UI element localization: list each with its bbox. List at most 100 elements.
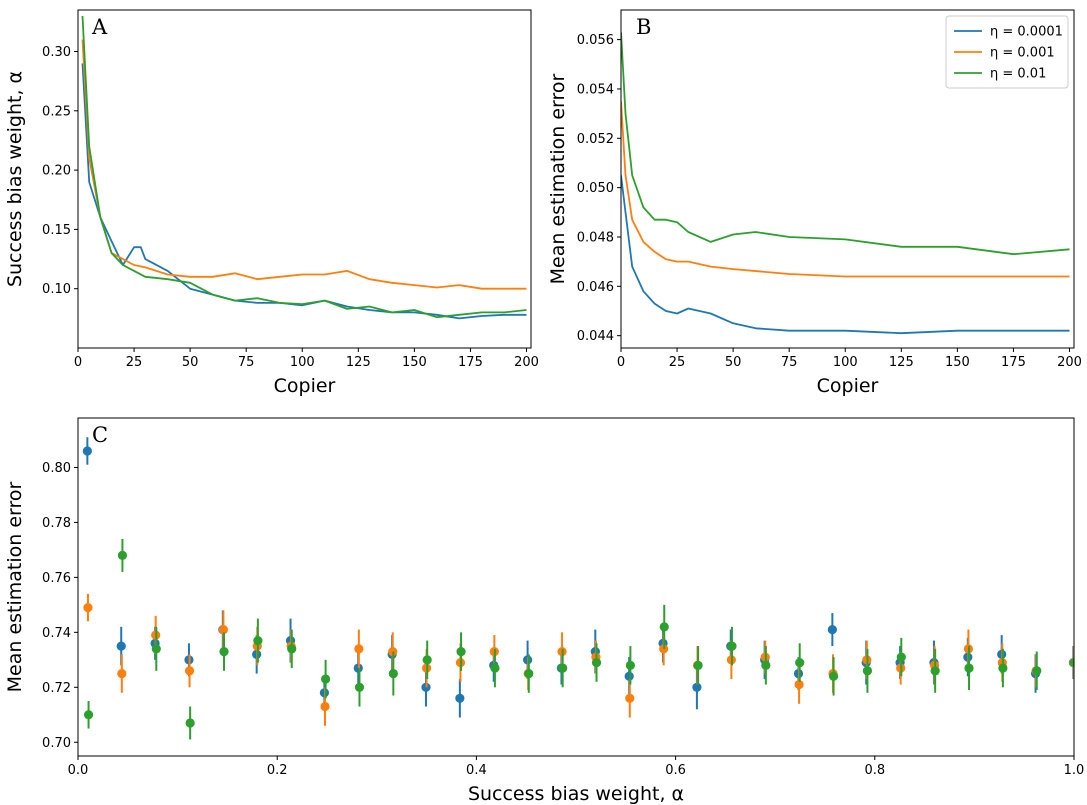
data-point: [524, 668, 534, 679]
x-tick-label: 150: [402, 355, 427, 370]
data-point: [795, 657, 805, 668]
series-line-1: [621, 175, 1070, 335]
x-tick-label: 25: [126, 355, 143, 370]
x-tick-label: 1.0: [1064, 763, 1085, 778]
data-point: [321, 674, 331, 684]
x-axis-title: Success bias weight, α: [468, 783, 684, 805]
data-point: [558, 663, 568, 673]
series-line-3: [621, 32, 1070, 256]
x-tick-label: 0: [74, 355, 82, 370]
y-tick-label: 0.30: [42, 45, 71, 60]
data-point: [1032, 666, 1042, 676]
x-tick-label: 100: [290, 355, 315, 370]
series-line-3: [81, 15, 527, 319]
data-point: [421, 682, 431, 692]
data-point: [964, 663, 974, 673]
panel-c: 0.0 0.2 0.4 0.6 0.8 1.0 0.70 0.72 0.74 0.76 0.78 0.…: [4, 417, 1085, 805]
x-tick-label: 0.8: [864, 763, 885, 778]
y-tick-label: 0.050: [577, 181, 614, 196]
y-tick-label: 0.20: [42, 164, 71, 179]
x-tick-label: 0.6: [665, 763, 686, 778]
x-tick-label: 0.2: [267, 763, 288, 778]
y-axis-title: Mean estimation error: [4, 481, 26, 692]
y-tick-label: 0.054: [577, 82, 614, 97]
axes-frame: [77, 9, 532, 349]
panel-b: 0 25 50 75 100 125 150 175 200 0.044 0.046 0.048 0.0…: [547, 9, 1082, 397]
data-point: [354, 682, 365, 692]
data-point: [862, 666, 873, 676]
y-tick-label: 0.70: [42, 736, 71, 751]
axes-frame: [77, 417, 1075, 757]
y-tick-label: 0.046: [577, 280, 614, 295]
panel-a: 0 25 50 75 100 125 150 175 200 0.10 0.15 0.20 0.25 0.…: [4, 9, 539, 397]
x-tick-label: 25: [669, 355, 686, 370]
y-tick-label: 0.15: [42, 223, 71, 238]
data-point: [455, 693, 465, 703]
data-point: [184, 666, 195, 676]
data-point: [794, 679, 804, 690]
x-tick-label: 50: [725, 355, 742, 370]
x-axis-title: Copier: [274, 375, 336, 397]
y-tick-label: 0.056: [577, 33, 614, 48]
series-points-2: [83, 593, 1074, 726]
data-point: [625, 693, 635, 703]
data-point: [998, 663, 1008, 673]
series-line-2: [81, 39, 527, 290]
panel-letter: B: [636, 15, 651, 39]
data-point: [320, 701, 330, 712]
x-tick-label: 200: [514, 355, 539, 370]
data-point: [253, 635, 263, 646]
data-point: [422, 655, 432, 665]
data-point: [185, 718, 195, 728]
y-tick-label: 0.72: [42, 681, 71, 696]
data-point: [624, 671, 634, 681]
y-tick-label: 0.048: [577, 230, 614, 245]
data-point: [83, 710, 94, 720]
legend-label-2: η = 0.001: [990, 46, 1055, 61]
data-point: [490, 663, 500, 673]
y-axis-title: Success bias weight, α: [4, 71, 26, 287]
y-axis-title: Mean estimation error: [547, 73, 569, 284]
y-tick-label: 0.80: [42, 461, 71, 476]
data-point: [117, 668, 127, 679]
x-tick-label: 50: [182, 355, 199, 370]
data-point: [659, 622, 669, 632]
y-tick-label: 0.044: [577, 329, 614, 344]
axes-frame: [620, 9, 1075, 349]
y-tick-label: 0.10: [42, 282, 71, 297]
x-tick-label: 0.0: [68, 763, 89, 778]
x-tick-label: 125: [889, 355, 914, 370]
x-tick-label: 75: [781, 355, 798, 370]
data-point: [82, 446, 92, 456]
x-tick-label: 75: [238, 355, 255, 370]
x-tick-label: 175: [458, 355, 483, 370]
y-tick-label: 0.76: [42, 571, 71, 586]
data-point: [116, 641, 126, 651]
data-point: [761, 660, 771, 670]
legend: η = 0.0001 η = 0.001 η = 0.01: [945, 15, 1069, 89]
data-point: [727, 641, 737, 651]
x-tick-label: 0: [617, 355, 625, 370]
data-point: [1070, 658, 1074, 668]
x-tick-label: 100: [833, 355, 858, 370]
legend-label-1: η = 0.0001: [990, 25, 1063, 40]
data-point: [117, 550, 128, 560]
data-point: [693, 660, 703, 670]
data-point: [827, 624, 837, 635]
data-point: [218, 624, 229, 635]
x-tick-label: 125: [346, 355, 371, 370]
data-point: [692, 682, 702, 692]
data-point: [828, 671, 839, 681]
plot-data: [81, 15, 527, 320]
y-tick-label: 0.25: [42, 104, 71, 119]
data-point: [591, 657, 602, 668]
series-line-2: [621, 101, 1070, 278]
data-point: [219, 646, 229, 657]
data-point: [625, 660, 635, 670]
data-point: [151, 644, 161, 654]
data-point: [354, 644, 364, 654]
y-tick-label: 0.74: [42, 626, 71, 641]
panel-letter: A: [91, 15, 108, 39]
data-point: [456, 646, 466, 657]
